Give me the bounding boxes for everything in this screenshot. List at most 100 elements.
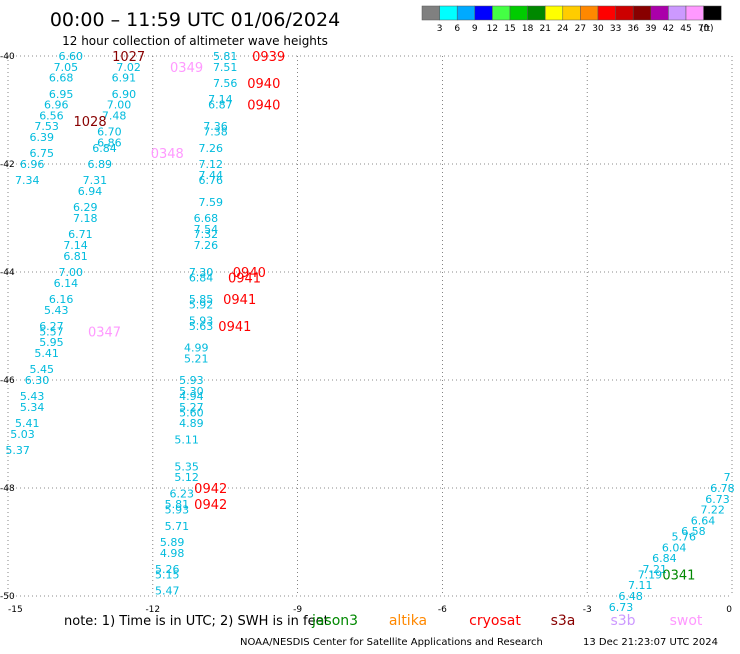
wave-height-value: 6.94 — [78, 185, 103, 198]
wave-height-value: 4.98 — [160, 547, 185, 560]
wave-height-value: 4.94 — [179, 390, 204, 403]
satellite-name: s3b — [610, 613, 635, 629]
legend-bin-label: 18 — [522, 24, 534, 34]
pass-time-label: 0942 — [194, 482, 227, 497]
pass-time-label: 0341 — [662, 568, 695, 583]
wave-height-value: 5.26 — [155, 563, 180, 576]
pass-time-label: 0941 — [228, 271, 261, 286]
wave-height-value: 7.26 — [194, 239, 219, 252]
legend-swatch — [580, 5, 599, 21]
legend-swatch — [527, 5, 546, 21]
legend-bin-label: 24 — [557, 24, 569, 34]
wave-height-value: 6.27 — [39, 320, 64, 333]
wave-height-value: 6.91 — [112, 72, 137, 85]
legend-swatch — [685, 5, 704, 21]
wave-height-value: 7.21 — [643, 563, 668, 576]
y-tick-label: -48 — [0, 484, 15, 494]
wave-height-value: 7.56 — [213, 77, 238, 90]
wave-height-value: 6.68 — [194, 212, 219, 225]
wave-height-value: 7.48 — [102, 109, 127, 122]
wave-height-value: 5.41 — [34, 347, 59, 360]
wave-height-value: 5.76 — [671, 531, 696, 544]
wave-height-value: 6.30 — [25, 374, 50, 387]
x-tick-label: 0 — [726, 605, 732, 615]
wave-height-value: 5.93 — [179, 374, 204, 387]
pass-time-label: 0941 — [218, 320, 251, 335]
wave-height-value: 6.84 — [92, 142, 117, 155]
wave-height-value: 6.04 — [662, 541, 687, 554]
satellite-name: s3a — [551, 613, 576, 629]
footer-credit: NOAA/NESDIS Center for Satellite Applica… — [240, 637, 543, 648]
legend-swatch — [456, 5, 476, 21]
wave-height-value: 7.34 — [15, 174, 40, 187]
legend-swatch — [615, 5, 634, 21]
legend-bin-label: 15 — [504, 24, 515, 34]
wave-height-value: 7.54 — [194, 223, 219, 236]
legend-swatch — [703, 5, 722, 21]
wave-height-value: 5.93 — [165, 504, 190, 517]
wave-height-value: 6.86 — [97, 136, 122, 149]
wave-height-value: 6.84 — [652, 552, 677, 565]
pass-time-label: 1028 — [74, 115, 107, 130]
wave-height-value: 7.30 — [189, 266, 214, 279]
wave-height-value: 6.73 — [609, 601, 634, 614]
wave-height-value: 7.12 — [198, 158, 223, 171]
wave-height-value: 7.18 — [73, 212, 98, 225]
grid-lines — [7, 55, 733, 597]
wave-height-value: 7.11 — [628, 579, 653, 592]
legend-swatch — [421, 5, 440, 21]
wave-height-value: 5.12 — [174, 471, 199, 484]
y-tick-label: -50 — [0, 592, 15, 602]
wave-height-value: 6.84 — [189, 271, 214, 284]
satellite-name: swot — [670, 613, 703, 629]
wave-height-value: 6.87 — [208, 99, 233, 112]
pass-time-label: 0940 — [247, 77, 280, 92]
legend-swatch — [562, 5, 581, 21]
legend-bin-label: 30 — [592, 24, 604, 34]
wave-height-value: 5.92 — [189, 298, 214, 311]
wave-height-value: 7.00 — [107, 99, 132, 112]
wave-height-value: 5.21 — [184, 352, 209, 365]
pass-time-labels: 1027102803490348034709390940094009400941… — [74, 50, 696, 583]
wave-height-value: 5.41 — [15, 417, 40, 430]
wave-height-value: 7.51 — [213, 61, 238, 74]
wave-height-value: 5.81 — [165, 498, 190, 511]
wave-height-value: 7.26 — [198, 142, 223, 155]
satellite-legend: jason3 altika cryosat s3a s3b swot — [311, 613, 703, 629]
pass-time-label: 1027 — [112, 50, 145, 65]
wave-height-value: 5.95 — [39, 336, 64, 349]
legend-bin-label: 39 — [645, 24, 657, 34]
legend-unit: (ft) — [700, 24, 714, 34]
wave-height-value: 7.38 — [203, 126, 228, 139]
wave-height-value: 5.81 — [213, 50, 238, 63]
wave-height-value: 7.02 — [116, 61, 141, 74]
wave-height-value: 6.64 — [691, 514, 716, 527]
wave-height-value: 7.22 — [700, 504, 725, 517]
wave-height-value: 4.99 — [184, 342, 209, 355]
wave-height-value: 7.53 — [34, 120, 59, 133]
plot-area: -15 -12 -9 -6 -3 0 -40 -42 -44 -46 -48 -50 6.607.05… — [0, 50, 735, 615]
wave-height-value: 6.96 — [44, 99, 69, 112]
wave-height-value: 7 — [724, 471, 731, 484]
pass-time-label: 0940 — [233, 266, 266, 281]
wave-height-values: 6.607.056.686.956.966.567.536.396.756.96… — [5, 50, 734, 614]
x-tick-label: -15 — [8, 605, 23, 615]
legend-bin-label: 42 — [663, 24, 674, 34]
legend-bin-label: 21 — [539, 24, 550, 34]
legend-swatch — [492, 5, 511, 21]
wave-height-value: 6.16 — [49, 293, 74, 306]
wave-height-value: 6.89 — [87, 158, 112, 171]
wave-height-value: 5.34 — [20, 401, 45, 414]
x-tick-label: -9 — [293, 605, 302, 615]
pass-time-label: 0349 — [170, 61, 203, 76]
y-tick-label: -44 — [0, 268, 15, 278]
wave-height-value: 6.23 — [170, 487, 195, 500]
wave-height-value: 5.63 — [189, 320, 214, 333]
legend-bin-label: 45 — [680, 24, 691, 34]
wave-height-value: 5.15 — [155, 568, 180, 581]
pass-time-label: 0939 — [252, 50, 285, 65]
wave-height-value: 6.60 — [58, 50, 83, 63]
wave-height-value: 6.48 — [618, 590, 643, 603]
